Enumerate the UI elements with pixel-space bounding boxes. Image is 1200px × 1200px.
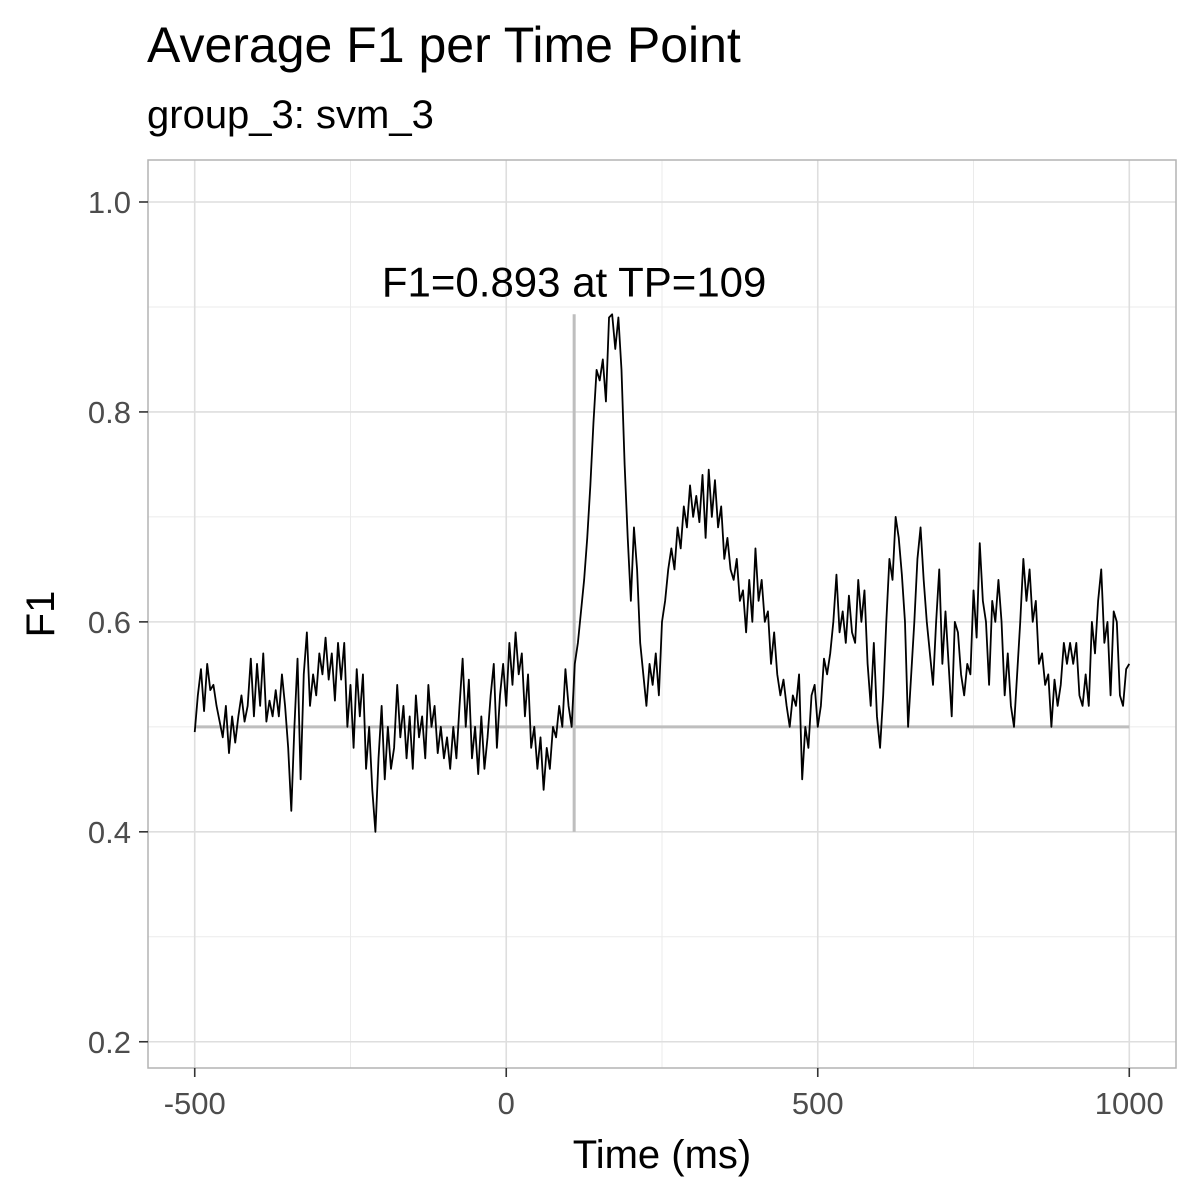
x-axis-title: Time (ms) [573,1133,751,1177]
series-layer [193,313,1131,833]
x-tick-label: 1000 [1095,1086,1164,1121]
chart-title: Average F1 per Time Point [147,17,741,73]
panel-border [147,159,1177,1069]
x-tick-label: 500 [792,1086,844,1121]
grid-major-lines [148,160,1176,1068]
y-tick-label: 0.6 [88,605,131,640]
peak-annotation: F1=0.893 at TP=109 [382,258,767,305]
y-axis-ticks: 0.2 0.4 0.6 0.8 1.0 [88,185,148,1060]
f1-series-line [193,313,1131,833]
x-tick-label: -500 [164,1086,226,1121]
reference-lines [194,314,1130,832]
x-tick-label: 0 [498,1086,515,1121]
chart-subtitle: group_3: svm_3 [147,93,434,137]
y-tick-label: 0.2 [88,1025,131,1060]
y-tick-label: 0.4 [88,815,131,850]
x-axis-ticks: -500 0 500 1000 [164,1068,1164,1121]
y-tick-label: 0.8 [88,395,131,430]
y-tick-label: 1.0 [88,185,131,220]
y-axis-title: F1 [19,591,63,638]
